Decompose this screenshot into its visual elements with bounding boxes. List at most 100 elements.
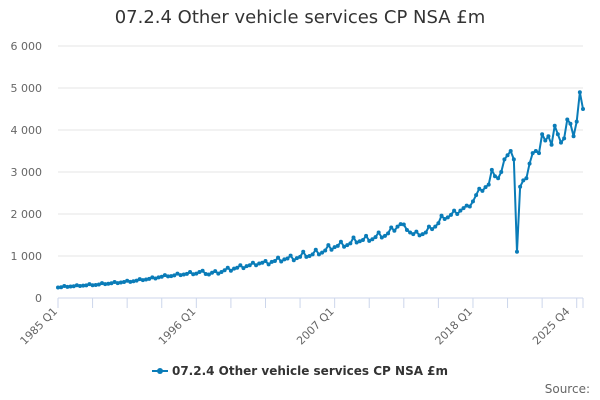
series-line[interactable] xyxy=(57,91,584,289)
data-point[interactable] xyxy=(521,178,526,183)
data-point[interactable] xyxy=(351,235,356,240)
data-point[interactable] xyxy=(78,284,83,289)
data-point[interactable] xyxy=(213,269,218,274)
data-point[interactable] xyxy=(395,224,400,229)
data-point[interactable] xyxy=(162,273,167,278)
data-point[interactable] xyxy=(480,188,485,193)
data-point[interactable] xyxy=(307,254,312,258)
data-point[interactable] xyxy=(74,283,79,288)
data-point[interactable] xyxy=(56,285,60,290)
data-point[interactable] xyxy=(540,132,545,137)
data-point[interactable] xyxy=(254,263,259,268)
data-point[interactable] xyxy=(461,206,466,211)
data-point[interactable] xyxy=(122,280,127,285)
data-point[interactable] xyxy=(467,204,472,209)
data-point[interactable] xyxy=(150,275,155,280)
data-point[interactable] xyxy=(338,239,343,244)
data-point[interactable] xyxy=(323,248,328,253)
data-point[interactable] xyxy=(131,279,136,284)
data-point[interactable] xyxy=(360,238,365,243)
data-point[interactable] xyxy=(417,233,422,238)
data-point[interactable] xyxy=(430,227,435,232)
data-point[interactable] xyxy=(533,149,538,153)
data-point[interactable] xyxy=(118,280,123,285)
data-point[interactable] xyxy=(543,138,548,143)
data-point[interactable] xyxy=(188,269,193,274)
data-point[interactable] xyxy=(386,231,391,236)
data-point[interactable] xyxy=(546,134,551,139)
data-point[interactable] xyxy=(448,212,453,217)
data-point[interactable] xyxy=(84,283,89,288)
data-point[interactable] xyxy=(59,285,64,290)
data-point[interactable] xyxy=(436,221,441,226)
data-point[interactable] xyxy=(398,222,403,227)
data-point[interactable] xyxy=(90,283,95,288)
data-point[interactable] xyxy=(518,184,523,189)
data-point[interactable] xyxy=(263,259,268,264)
data-point[interactable] xyxy=(404,227,409,232)
data-point[interactable] xyxy=(329,247,334,252)
data-point[interactable] xyxy=(197,269,202,274)
data-point[interactable] xyxy=(477,186,482,191)
data-point[interactable] xyxy=(62,284,67,289)
data-point[interactable] xyxy=(285,256,290,261)
data-point[interactable] xyxy=(137,277,142,282)
data-point[interactable] xyxy=(357,239,362,244)
data-point[interactable] xyxy=(524,176,529,181)
data-point[interactable] xyxy=(326,243,331,248)
data-point[interactable] xyxy=(216,271,221,276)
data-point[interactable] xyxy=(71,284,76,289)
data-point[interactable] xyxy=(367,238,372,243)
data-point[interactable] xyxy=(496,176,501,181)
data-point[interactable] xyxy=(87,282,92,287)
data-point[interactable] xyxy=(492,174,497,179)
data-point[interactable] xyxy=(555,132,560,137)
data-point[interactable] xyxy=(439,213,444,218)
data-point[interactable] xyxy=(335,243,340,248)
data-point[interactable] xyxy=(238,263,243,268)
data-point[interactable] xyxy=(408,230,413,235)
data-point[interactable] xyxy=(574,119,579,124)
data-point[interactable] xyxy=(536,151,541,156)
data-point[interactable] xyxy=(514,249,519,254)
data-point[interactable] xyxy=(389,225,394,230)
data-point[interactable] xyxy=(228,268,233,273)
data-point[interactable] xyxy=(140,278,145,283)
data-point[interactable] xyxy=(565,117,570,122)
data-point[interactable] xyxy=(159,274,164,279)
data-point[interactable] xyxy=(552,123,557,128)
data-point[interactable] xyxy=(272,259,277,264)
data-point[interactable] xyxy=(458,208,463,213)
data-point[interactable] xyxy=(96,282,101,287)
data-point[interactable] xyxy=(181,272,186,277)
data-point[interactable] xyxy=(260,260,265,265)
data-point[interactable] xyxy=(291,258,296,263)
data-point[interactable] xyxy=(144,277,149,282)
data-point[interactable] xyxy=(276,255,281,260)
data-point[interactable] xyxy=(147,276,152,281)
data-point[interactable] xyxy=(241,266,246,271)
data-point[interactable] xyxy=(172,273,177,278)
data-point[interactable] xyxy=(489,167,494,172)
data-point[interactable] xyxy=(68,284,73,289)
data-point[interactable] xyxy=(232,266,237,271)
data-point[interactable] xyxy=(279,259,284,264)
data-point[interactable] xyxy=(486,182,491,187)
data-point[interactable] xyxy=(470,199,475,204)
data-point[interactable] xyxy=(571,134,576,139)
data-point[interactable] xyxy=(310,252,315,257)
data-point[interactable] xyxy=(266,262,271,267)
data-point[interactable] xyxy=(549,142,554,147)
data-point[interactable] xyxy=(392,228,397,233)
data-point[interactable] xyxy=(379,235,384,240)
data-point[interactable] xyxy=(505,153,510,158)
data-point[interactable] xyxy=(219,269,224,274)
data-point[interactable] xyxy=(313,247,318,252)
data-point[interactable] xyxy=(455,212,460,216)
data-point[interactable] xyxy=(433,224,438,229)
data-point[interactable] xyxy=(464,203,469,208)
data-point[interactable] xyxy=(115,281,120,286)
data-point[interactable] xyxy=(250,260,255,265)
data-point[interactable] xyxy=(244,264,249,269)
data-point[interactable] xyxy=(128,279,133,284)
